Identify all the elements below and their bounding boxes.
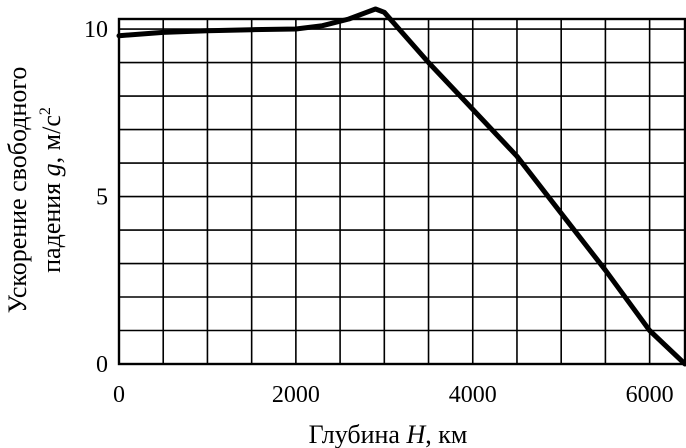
series-line [116, 6, 686, 367]
y-tick-label: 5 [96, 185, 108, 211]
x-axis-label-prefix: Глубина [309, 420, 407, 448]
y-axis-label-line2-suffix: , м/с [37, 115, 66, 163]
x-axis-label: Глубина H, км [309, 420, 468, 448]
x-axis-label-suffix: , км [425, 420, 467, 448]
tick-labels: 0 2000 4000 6000 0 5 10 [84, 17, 674, 408]
y-axis-label-variable: g [37, 163, 66, 176]
x-tick-label: 2000 [272, 382, 320, 408]
x-tick-label: 6000 [626, 382, 674, 408]
y-axis-label-superscript: 2 [37, 107, 54, 115]
y-axis-label-line2: падения g, м/с2 [37, 107, 66, 273]
x-tick-label: 4000 [449, 382, 497, 408]
grid [119, 19, 685, 364]
x-axis-label-variable: H [405, 420, 426, 448]
y-axis-label-line2-prefix: падения [37, 176, 66, 273]
x-tick-label: 0 [113, 382, 125, 408]
y-tick-label: 0 [96, 352, 108, 378]
y-tick-label: 10 [84, 17, 108, 43]
y-axis-label-line1: Ускорение свободного [3, 67, 32, 314]
plot-frame [117, 17, 686, 366]
